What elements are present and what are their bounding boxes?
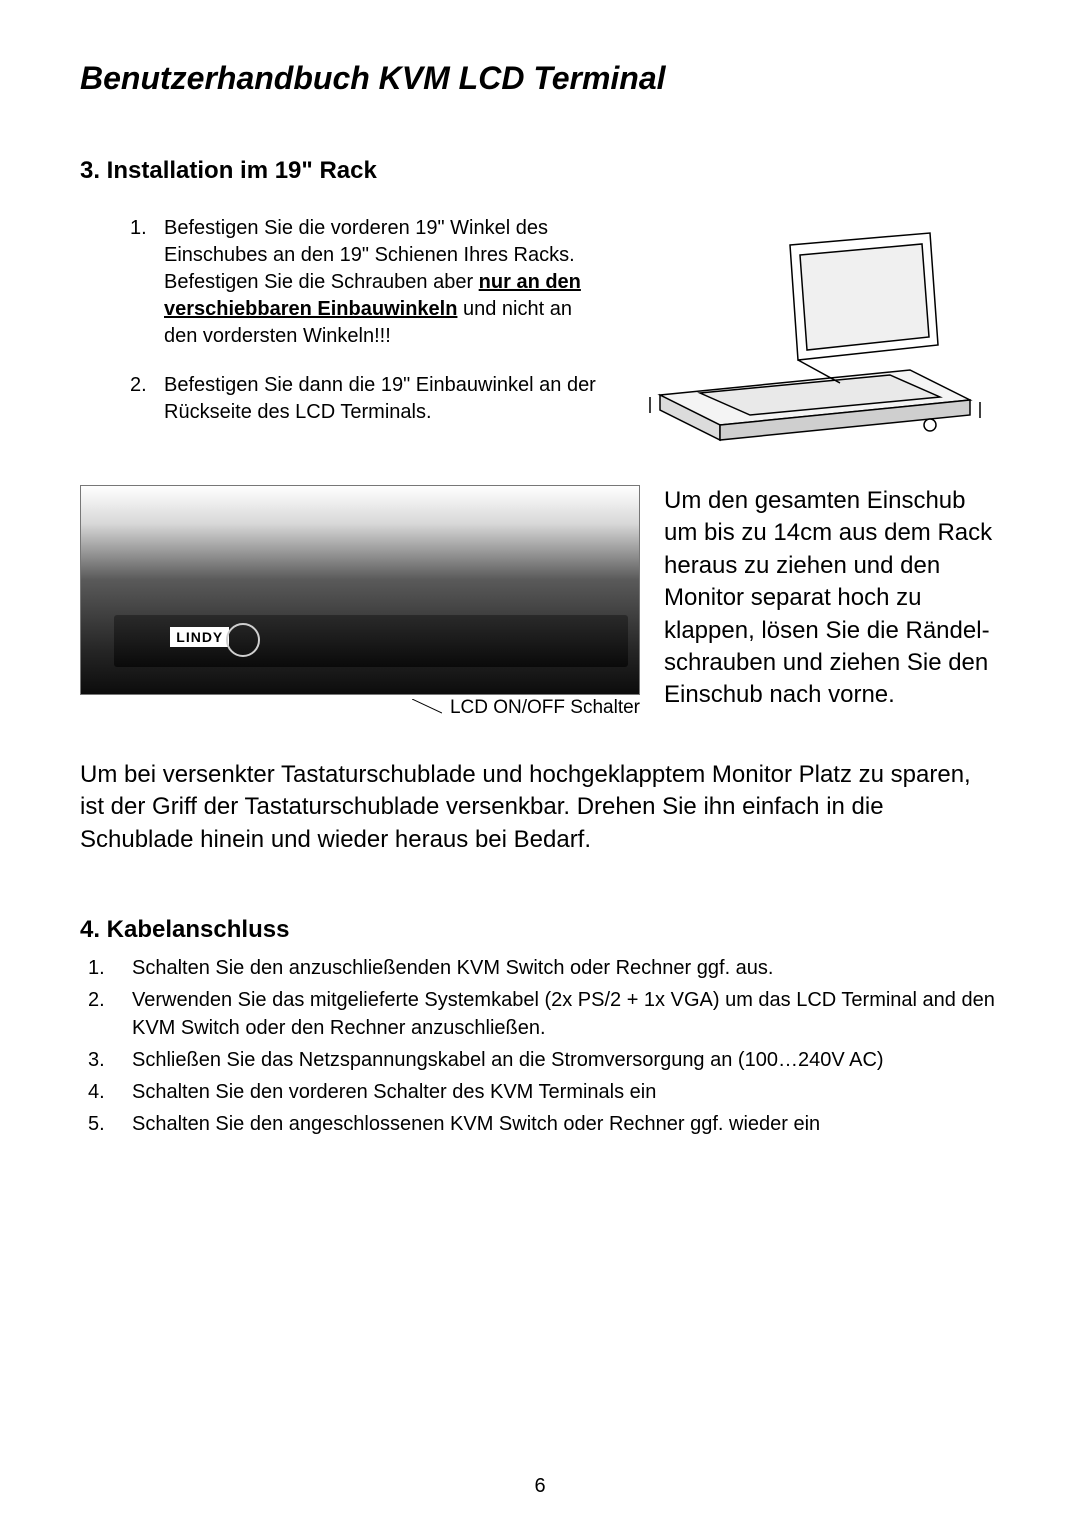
document-title: Benutzerhandbuch KVM LCD Terminal bbox=[80, 60, 1000, 97]
list-number: 5. bbox=[88, 1110, 105, 1138]
section-4-list: 1. Schalten Sie den anzuschließenden KVM… bbox=[80, 954, 1000, 1138]
rack-terminal-diagram bbox=[620, 215, 1000, 475]
list-text: Schalten Sie den angeschlossenen KVM Swi… bbox=[132, 1113, 820, 1135]
section-3-midrow: LINDY LCD ON/OFF Schalter Um den gesamte… bbox=[80, 485, 1000, 719]
list-item: 1. Befestigen Sie die vorderen 19" Winke… bbox=[130, 215, 600, 350]
list-item: 2. Befestigen Sie dann die 19" Einbauwin… bbox=[130, 372, 600, 426]
list-text: Verwenden Sie das mitgelieferte Systemka… bbox=[132, 989, 995, 1039]
list-number: 3. bbox=[88, 1046, 105, 1074]
list-number: 2. bbox=[88, 986, 105, 1014]
section-3-paragraph: Um bei versenkter Tastaturschublade und … bbox=[80, 759, 1000, 856]
list-number: 1. bbox=[130, 215, 147, 242]
list-item: 4. Schalten Sie den vorderen Schalter de… bbox=[80, 1078, 1000, 1106]
list-text: Schalten Sie den vorderen Schalter des K… bbox=[132, 1081, 656, 1103]
section-3-body: 1. Befestigen Sie die vorderen 19" Winke… bbox=[80, 215, 1000, 475]
device-photo: LINDY LCD ON/OFF Schalter bbox=[80, 485, 640, 719]
key-icon bbox=[226, 623, 260, 662]
list-number: 2. bbox=[130, 372, 147, 399]
section-3-list: 1. Befestigen Sie die vorderen 19" Winke… bbox=[80, 215, 600, 475]
list-item: 2. Verwenden Sie das mitgelieferte Syste… bbox=[80, 986, 1000, 1042]
photo-caption: LCD ON/OFF Schalter bbox=[450, 697, 640, 719]
list-item: 5. Schalten Sie den angeschlossenen KVM … bbox=[80, 1110, 1000, 1138]
section-4-heading: 4. Kabelanschluss bbox=[80, 916, 1000, 944]
pointer-line-icon bbox=[412, 699, 442, 717]
brand-label: LINDY bbox=[170, 627, 229, 647]
list-number: 4. bbox=[88, 1078, 105, 1106]
list-text: Schließen Sie das Netzspannungskabel an … bbox=[132, 1049, 884, 1071]
section-3-heading: 3. Installation im 19" Rack bbox=[80, 157, 1000, 185]
list-text: Schalten Sie den anzuschließenden KVM Sw… bbox=[132, 957, 773, 979]
photo-caption-row: LCD ON/OFF Schalter bbox=[80, 697, 640, 719]
list-item: 1. Schalten Sie den anzuschließenden KVM… bbox=[80, 954, 1000, 982]
section-3-sidetext: Um den gesamten Einschub um bis zu 14cm … bbox=[664, 485, 1000, 712]
page-number: 6 bbox=[0, 1475, 1080, 1498]
list-number: 1. bbox=[88, 954, 105, 982]
list-item: 3. Schließen Sie das Netzspannungskabel … bbox=[80, 1046, 1000, 1074]
list-text: Befestigen Sie dann die 19" Einbauwinkel… bbox=[164, 374, 596, 423]
section-4: 4. Kabelanschluss 1. Schalten Sie den an… bbox=[80, 916, 1000, 1138]
device-photo-box: LINDY bbox=[80, 485, 640, 695]
terminal-isometric-icon bbox=[630, 225, 990, 465]
